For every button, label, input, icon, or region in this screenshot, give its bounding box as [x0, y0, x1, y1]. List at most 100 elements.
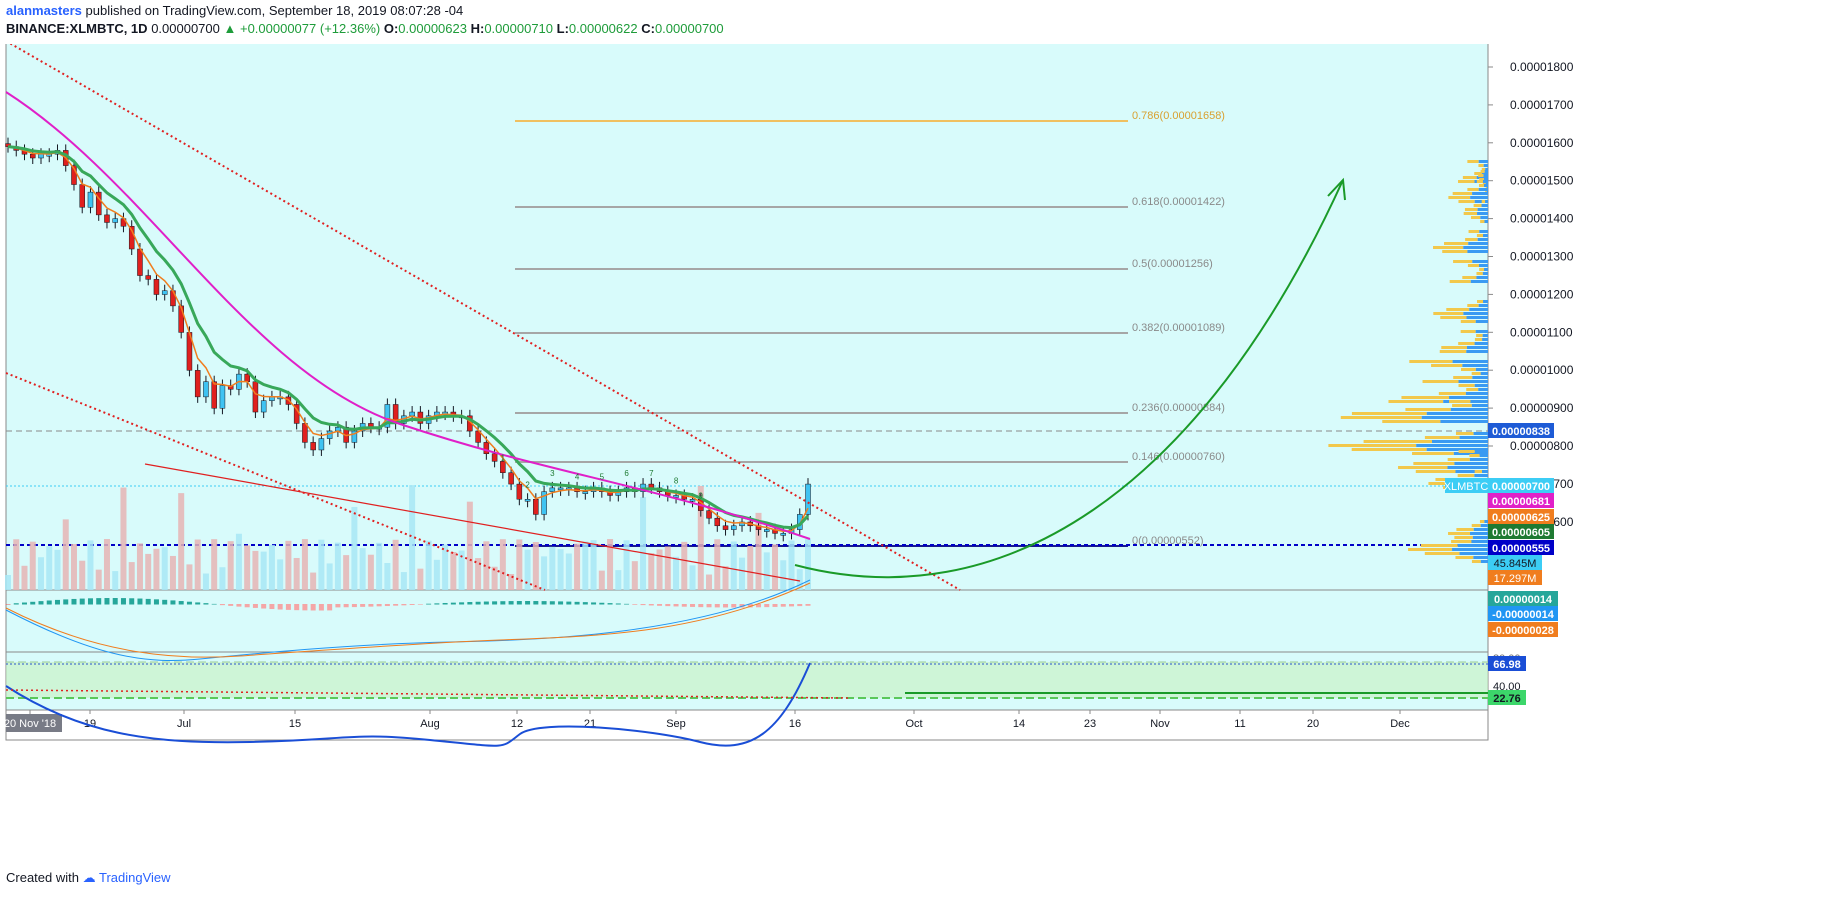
volume-profile-bar-yellow [1446, 308, 1470, 311]
y-tick-label: 0.00001300 [1510, 250, 1574, 264]
volume-bar [450, 551, 457, 590]
volume-profile-bar-blue [1483, 300, 1488, 303]
volume-profile-bar-blue [1471, 540, 1488, 543]
volume-profile-bar-yellow [1482, 182, 1486, 185]
macd-histogram-bar [690, 604, 696, 607]
candle-body [714, 517, 721, 527]
volume-profile-bar-blue [1421, 416, 1488, 419]
volume-profile-bar-blue [1477, 212, 1488, 215]
volume-profile-bar-yellow [1428, 482, 1462, 485]
td-count-label: 3 [550, 469, 555, 478]
macd-histogram-bar [236, 604, 242, 607]
published-text: published on TradingView.com, September … [85, 3, 464, 18]
macd-histogram-bar [607, 603, 613, 605]
volume-bar [697, 485, 704, 590]
volume-profile-bar-blue [1482, 272, 1488, 275]
td-count-label: 5 [600, 473, 605, 482]
volume-profile-bar-yellow [1457, 474, 1475, 477]
volume-profile-bar-yellow [1471, 372, 1481, 375]
volume-profile-bar-yellow [1401, 396, 1450, 399]
candle-body [318, 438, 325, 451]
volume-bar [796, 569, 803, 590]
macd-histogram-bar [624, 603, 630, 605]
volume-profile-bar-yellow [1449, 280, 1471, 283]
volume-tag-label: 45.845M [1494, 558, 1537, 570]
volume-profile-bar-blue [1449, 396, 1488, 399]
chart-svg[interactable]: 0.00001800 0.00001700 0.00001600 0.00001500… [0, 44, 1828, 866]
volume-profile-bar-blue [1479, 454, 1488, 457]
volume-profile-bar-yellow [1413, 462, 1455, 465]
volume-profile-bar-yellow [1466, 388, 1479, 391]
td-count-label: 1 [501, 454, 506, 463]
macd-histogram-bar [162, 599, 168, 605]
macd-histogram-bar [747, 604, 753, 608]
volume-profile-bar-blue [1472, 536, 1488, 539]
volume-bar [722, 566, 729, 590]
volume-bar [268, 544, 275, 590]
macd-histogram-bar [789, 604, 795, 607]
volume-profile-bar-blue [1484, 268, 1488, 271]
tradingview-link[interactable]: TradingView [99, 870, 171, 885]
rsi-tag-bg [1488, 690, 1526, 705]
macd-histogram-bar [294, 604, 300, 611]
volume-bar [549, 546, 556, 590]
x-tick-label: Oct [905, 718, 922, 730]
candle-body [260, 400, 267, 413]
volume-bar [541, 556, 548, 590]
volume-bar [244, 545, 251, 590]
macd-tag-bg [1488, 606, 1558, 621]
volume-bar [343, 555, 350, 590]
volume-bar [384, 563, 391, 590]
ema-slow-line [7, 145, 810, 530]
low-label: L: [556, 21, 569, 36]
x-tick-label: 15 [289, 718, 301, 730]
x-tick-label: Nov [1150, 718, 1170, 730]
volume-profile-bar-yellow [1328, 444, 1417, 447]
volume-profile-bar-blue [1473, 432, 1488, 435]
volume-profile-bar-yellow [1480, 220, 1485, 223]
macd-histogram-bar [54, 599, 60, 605]
volume-bar [681, 541, 688, 590]
macd-histogram-bar [21, 602, 27, 605]
volume-bar [145, 553, 152, 590]
volume-bar [631, 561, 638, 590]
candle-body [252, 381, 259, 413]
author-link[interactable]: alanmasters [6, 3, 82, 18]
volume-tag-bg [1488, 570, 1542, 585]
y-tick-label: 0.00001600 [1510, 136, 1574, 150]
volume-bar [136, 543, 143, 590]
symbol-line: BINANCE:XLMBTC, 1D 0.00000700 ▲ +0.00000… [6, 20, 724, 38]
volume-profile-bar-yellow [1479, 520, 1485, 523]
candle-body [524, 499, 531, 502]
fib-level-label: 0.236(0.00000884) [1132, 402, 1225, 414]
volume-bar [400, 572, 407, 590]
price-tag-label: 0.00000681 [1492, 496, 1550, 508]
volume-profile-bar-yellow [1476, 234, 1484, 237]
macd-histogram-bar [384, 604, 390, 607]
volume-profile-bar-yellow [1363, 440, 1433, 443]
volume-profile-bar-blue [1474, 342, 1488, 345]
volume-bar [499, 539, 506, 590]
volume-bar [648, 553, 655, 590]
volume-profile-bar-blue [1467, 250, 1488, 253]
macd-histogram-bar [104, 598, 110, 605]
volume-bar [120, 487, 127, 590]
macd-histogram-bar [657, 604, 663, 606]
macd-histogram-bar [475, 601, 481, 605]
volume-profile-bar-blue [1484, 170, 1488, 173]
candle-body [533, 499, 539, 515]
macd-histogram-bar [459, 602, 465, 605]
macd-histogram-bar [63, 599, 69, 605]
volume-profile-bar-blue [1455, 470, 1488, 473]
volume-profile-bar-blue [1484, 220, 1488, 223]
candle-body [508, 472, 514, 485]
volume-bar [689, 565, 696, 590]
macd-histogram-bar [401, 604, 407, 606]
volume-bar [178, 493, 185, 590]
volume-profile-bar-yellow [1463, 212, 1478, 215]
macd-histogram-bar [343, 604, 349, 608]
volume-profile-bar-yellow [1469, 454, 1480, 457]
volume-tag-label: 17.297M [1494, 573, 1537, 585]
volume-bar [5, 575, 11, 590]
volume-profile-bar-yellow [1467, 188, 1479, 191]
